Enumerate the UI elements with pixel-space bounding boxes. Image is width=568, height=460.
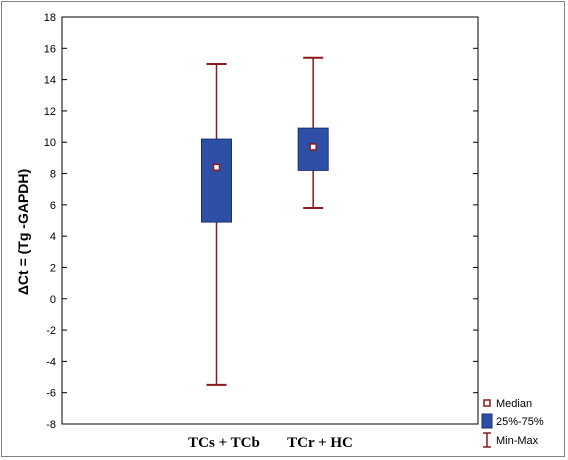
y-axis-label: ΔCt = (Tg -GAPDH) (15, 169, 31, 295)
plot-area (61, 16, 479, 425)
y-tick-label: -4 (46, 356, 56, 368)
y-tick-label: 4 (50, 231, 56, 243)
x-category-label: TCr + HC (287, 435, 353, 451)
median-marker (309, 143, 317, 151)
y-tick-label: 16 (44, 43, 56, 55)
box-series (201, 56, 329, 386)
y-tick-label: 12 (44, 106, 56, 118)
x-axis-categories: TCs + TCb TCr + HC (188, 435, 353, 451)
y-tick-label: -6 (46, 388, 56, 400)
legend: Median 25%-75% Min-Max (481, 398, 544, 448)
y-tick-label: -8 (46, 419, 56, 431)
iqr-box (201, 138, 233, 223)
y-tick-label: 2 (50, 262, 56, 274)
legend-median-icon (483, 399, 491, 407)
legend-range-label: Min-Max (496, 435, 539, 447)
x-category-label: TCs + TCb (188, 435, 260, 451)
y-tick-label: -2 (46, 325, 56, 337)
y-tick-label: 10 (44, 137, 56, 149)
y-tick-label: 6 (50, 200, 56, 212)
y-tick-label: 14 (44, 75, 56, 87)
legend-iqr-icon (481, 413, 493, 429)
y-tick-label: 8 (50, 169, 56, 181)
legend-median-label: Median (496, 398, 532, 410)
y-axis: -8 -6 -4 -2 0 2 4 6 8 10 12 14 16 18 (44, 12, 478, 431)
y-tick-label: 0 (50, 294, 56, 306)
median-marker (212, 163, 221, 172)
y-tick-label: 18 (44, 12, 56, 24)
legend-iqr-label: 25%-75% (496, 416, 544, 428)
